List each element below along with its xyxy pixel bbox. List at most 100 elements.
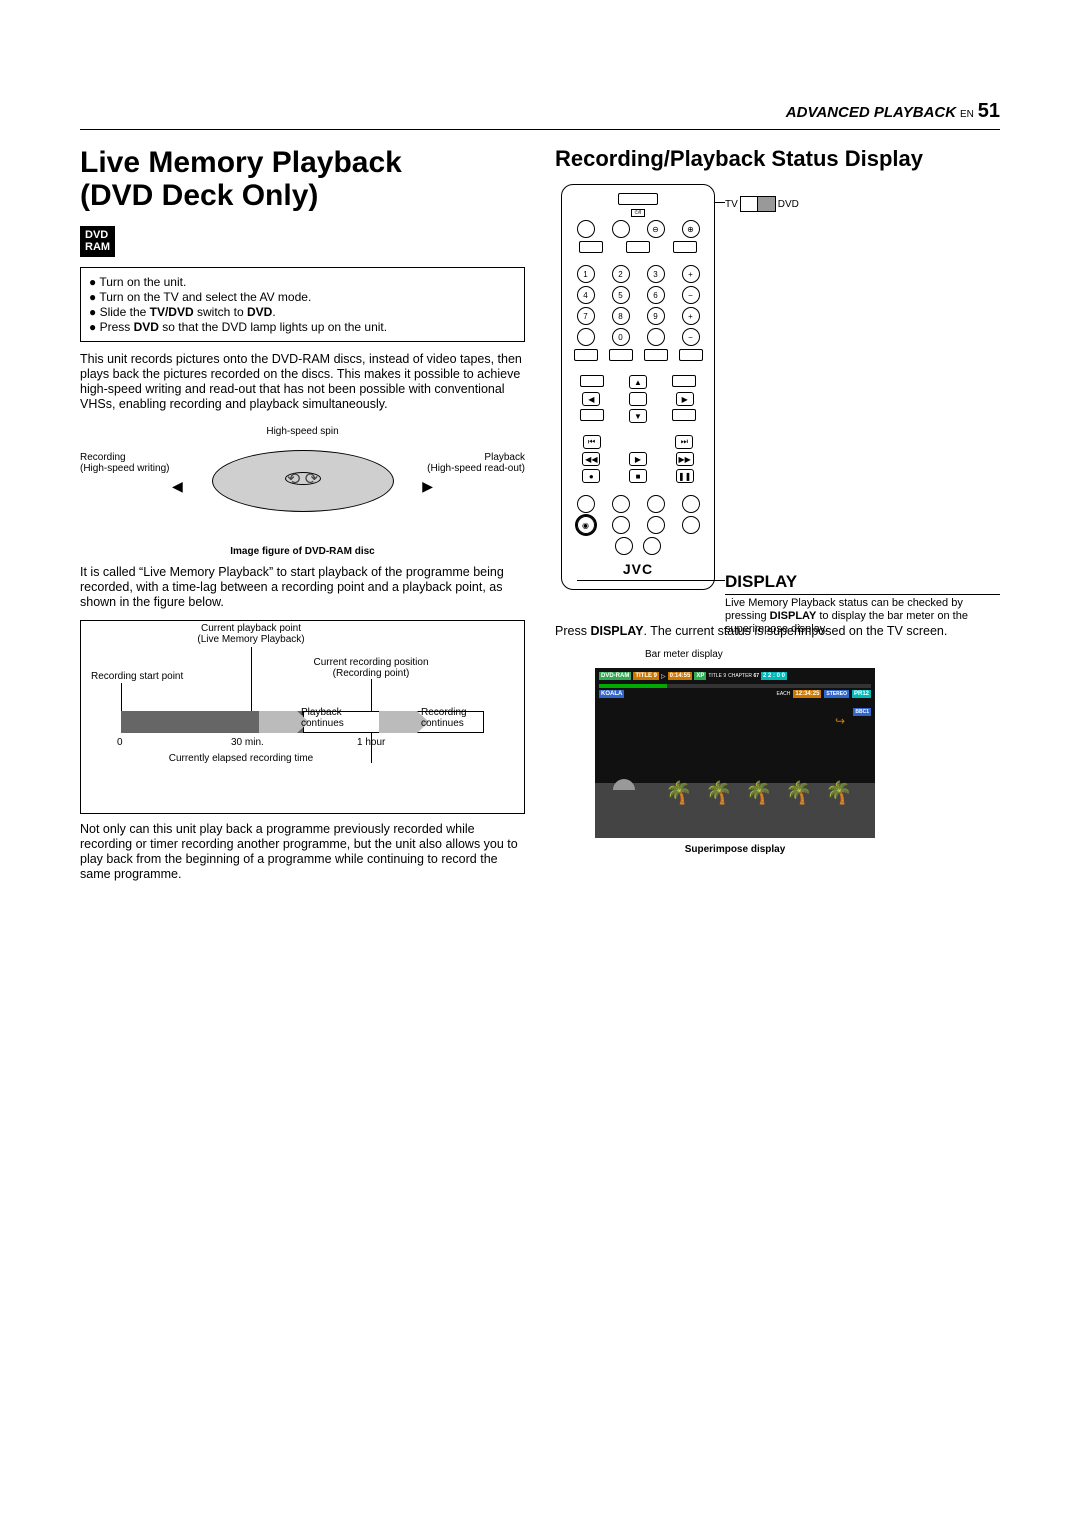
recording-continues-arrow — [379, 711, 417, 733]
display-heading: DISPLAY — [725, 572, 1000, 592]
plus-button: + — [682, 307, 700, 325]
paragraph: It is called “Live Memory Playback” to s… — [80, 565, 525, 610]
numpad-6: 6 — [647, 286, 665, 304]
display-button: ◉ — [577, 516, 595, 534]
plus-button: + — [682, 265, 700, 283]
remote-button — [609, 349, 633, 361]
left-column: Live Memory Playback (DVD Deck Only) DVD… — [80, 142, 525, 892]
page-header: ADVANCED PLAYBACK EN 51 — [80, 100, 1000, 123]
numpad-2: 2 — [612, 265, 630, 283]
right-subtitle: Recording/Playback Status Display — [555, 146, 1000, 172]
remote-button — [577, 220, 595, 238]
remote-button — [615, 537, 633, 555]
arrow-right-icon: ▶ — [422, 478, 433, 495]
leader-line — [715, 202, 725, 203]
vline — [121, 683, 122, 711]
playback-continues-arrow — [259, 711, 297, 733]
palm-icon: 🌴 — [745, 780, 772, 806]
osd-bar-meter — [599, 684, 871, 688]
tv-scene-sun-icon — [613, 779, 635, 790]
remote-button — [580, 375, 604, 387]
numpad-1: 1 — [577, 265, 595, 283]
remote-button — [682, 495, 700, 513]
switch-tv-label: TV — [725, 199, 738, 210]
remote-button — [647, 516, 665, 534]
arrow-left-icon: ◀ — [172, 478, 183, 495]
osd-time-b: 12:34:25 — [793, 690, 821, 698]
record-button: ● — [582, 469, 600, 483]
display-description: Live Memory Playback status can be check… — [725, 597, 1000, 637]
remote-button — [579, 241, 603, 253]
play-button: ▶ — [629, 452, 647, 466]
osd-chapter: CHAPTER 67 — [728, 673, 759, 679]
numpad-7: 7 — [577, 307, 595, 325]
palm-icon: 🌴 — [785, 780, 812, 806]
disc-figure: High-speed spin Recording (High-speed wr… — [80, 422, 525, 542]
tl-t30: 30 min. — [231, 737, 264, 748]
title-line1: Live Memory Playback — [80, 146, 402, 179]
remote-button — [626, 241, 650, 253]
osd-stereo: STEREO — [824, 690, 849, 698]
setup-item: ● Press DVD so that the DVD lamp lights … — [89, 320, 516, 334]
setup-item: ● Turn on the TV and select the AV mode. — [89, 290, 516, 304]
numpad-8: 8 — [612, 307, 630, 325]
superimpose-caption: Superimpose display — [595, 844, 875, 855]
disc-left-label: Recording (High-speed writing) — [80, 452, 210, 474]
header-section: ADVANCED PLAYBACK — [786, 104, 956, 121]
setup-item: ● Turn on the unit. — [89, 275, 516, 289]
right-column: Recording/Playback Status Display ⏻/I ⊖ … — [555, 142, 1000, 892]
paragraph: Not only can this unit play back a progr… — [80, 822, 525, 882]
osd-row2: KOALA EACH 12:34:25 STEREO PR12 — [599, 690, 871, 698]
remote-button — [679, 349, 703, 361]
remote-button — [612, 220, 630, 238]
osd-media: DVD-RAM — [599, 672, 631, 680]
next-button: ⏭ — [675, 435, 693, 449]
remote-button — [643, 537, 661, 555]
ffwd-button: ▶▶ — [676, 452, 694, 466]
tl-t0: 0 — [117, 737, 123, 748]
prev-button: ⏮ — [583, 435, 601, 449]
numpad-4: 4 — [577, 286, 595, 304]
osd-each: EACH — [776, 691, 790, 697]
remote-button — [577, 495, 595, 513]
palm-icon: 🌴 — [665, 780, 692, 806]
minus-button: − — [682, 286, 700, 304]
tl-rec-cont: Recording continues — [421, 707, 481, 729]
remote-button — [682, 516, 700, 534]
left-button: ◀ — [582, 392, 600, 406]
osd-title-b-label: TITLE 9 — [708, 673, 726, 679]
display-callout: DISPLAY Live Memory Playback status can … — [725, 572, 1000, 637]
tl-elapsed: Currently elapsed recording time — [141, 753, 341, 764]
minus-button: − — [682, 328, 700, 346]
tl-playback-point: Current playback point (Live Memory Play… — [181, 623, 321, 645]
play-icon: ▷ — [661, 673, 666, 680]
switch-callout: TV DVD — [725, 196, 799, 212]
right-button: ▶ — [676, 392, 694, 406]
setup-item: ● Slide the TV/DVD switch to DVD. — [89, 305, 516, 319]
osd-prog-name: KOALA — [599, 690, 624, 698]
remote-button: ⊖ — [647, 220, 665, 238]
vline — [371, 733, 372, 763]
tv-figure: DVD-RAM TITLE 9 ▷ 0:14:55 XP TITLE 9 CHA… — [595, 668, 875, 855]
osd-topbar: DVD-RAM TITLE 9 ▷ 0:14:55 XP TITLE 9 CHA… — [599, 672, 871, 680]
palm-icon: 🌴 — [705, 780, 732, 806]
disc-caption: Image figure of DVD-RAM disc — [80, 546, 525, 557]
osd-arrow-icon: ↪ — [835, 714, 845, 728]
osd-title-a: TITLE 9 — [633, 672, 659, 680]
main-title: Live Memory Playback (DVD Deck Only) — [80, 146, 525, 212]
remote-button — [580, 409, 604, 421]
osd-pr: PR12 — [852, 690, 871, 698]
remote-button — [644, 349, 668, 361]
remote-button — [612, 495, 630, 513]
header-lang: EN — [960, 109, 974, 120]
manual-page: ADVANCED PLAYBACK EN 51 Live Memory Play… — [0, 0, 1080, 1528]
setup-box: ● Turn on the unit. ● Turn on the TV and… — [80, 267, 525, 342]
numpad-5: 5 — [612, 286, 630, 304]
numpad-3: 3 — [647, 265, 665, 283]
remote-figure: ⏻/I ⊖ ⊕ 123+ 456− — [555, 184, 1000, 590]
title-line2: (DVD Deck Only) — [80, 179, 318, 212]
tv-dvd-switch — [618, 193, 658, 205]
numpad-9: 9 — [647, 307, 665, 325]
osd-time-a: 0:14:55 — [668, 672, 693, 680]
remote-button — [577, 328, 595, 346]
